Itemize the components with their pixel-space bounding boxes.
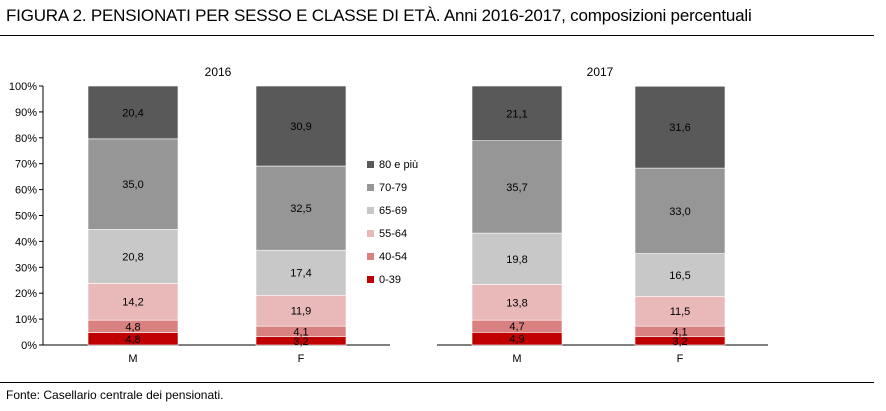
- data-label: 20,8: [122, 251, 143, 263]
- y-tick-label: 10%: [15, 314, 37, 326]
- data-label: 4,1: [293, 326, 308, 338]
- figure-title: FIGURA 2. PENSIONATI PER SESSO E CLASSE …: [6, 6, 752, 26]
- source-note: Fonte: Casellario centrale dei pensionat…: [6, 388, 224, 402]
- bar-segment: [634, 253, 726, 297]
- bar-segment: [634, 167, 726, 254]
- bar-segment: [255, 294, 347, 327]
- data-label: 4,7: [509, 321, 524, 333]
- y-tick-label: 60%: [15, 185, 37, 197]
- legend-swatch: [367, 276, 374, 283]
- data-label: 31,6: [669, 122, 690, 134]
- data-label: 16,5: [669, 270, 690, 282]
- bar-segment: [87, 229, 179, 284]
- data-label: 19,8: [506, 254, 527, 266]
- legend-label: 55-64: [379, 228, 407, 240]
- footer-rule: [0, 382, 874, 383]
- data-label: 14,2: [122, 297, 143, 309]
- legend-swatch: [367, 207, 374, 214]
- data-label: 33,0: [669, 206, 690, 218]
- legend-swatch: [367, 230, 374, 237]
- legend-label: 70-79: [379, 182, 407, 194]
- bar-segment: [87, 85, 179, 140]
- legend-label: 40-54: [379, 251, 407, 263]
- data-label: 3,2: [293, 336, 308, 348]
- x-tick-label: F: [677, 353, 684, 365]
- data-label: 21,1: [506, 108, 527, 120]
- bar-segment: [255, 85, 347, 167]
- y-tick-label: 50%: [15, 211, 37, 223]
- data-label: 4,8: [125, 321, 140, 333]
- bar-segment: [87, 138, 179, 230]
- legend-label: 80 e più: [379, 159, 418, 171]
- data-label: 4,8: [125, 334, 140, 346]
- bar-segment: [471, 284, 563, 321]
- bar-segment: [471, 85, 563, 141]
- title-rule: [0, 35, 874, 36]
- figure-title-main: FIGURA 2. PENSIONATI PER SESSO E CLASSE …: [6, 6, 441, 25]
- data-label: 20,4: [122, 107, 143, 119]
- data-label: 17,4: [290, 268, 311, 280]
- y-tick-label: 20%: [15, 288, 37, 300]
- x-tick-label: M: [512, 353, 521, 365]
- data-label: 3,2: [672, 336, 687, 348]
- y-tick-label: 0%: [21, 340, 37, 352]
- data-label: 13,8: [506, 297, 527, 309]
- y-tick-label: 100%: [9, 81, 37, 93]
- legend-label: 0-39: [379, 274, 401, 286]
- legend-swatch: [367, 253, 374, 260]
- data-label: 4,1: [672, 326, 687, 338]
- bar-segment: [471, 232, 563, 285]
- panel-title: 2016: [205, 65, 232, 79]
- y-tick-label: 70%: [15, 159, 37, 171]
- bar-segment: [87, 283, 179, 321]
- data-label: 11,5: [670, 306, 691, 318]
- legend-swatch: [367, 161, 374, 168]
- bar-segment: [634, 85, 726, 169]
- bar-segment: [634, 296, 726, 327]
- legend-swatch: [367, 184, 374, 191]
- data-label: 32,5: [290, 203, 311, 215]
- data-label: 35,0: [122, 179, 143, 191]
- y-tick-label: 90%: [15, 107, 37, 119]
- y-tick-label: 30%: [15, 262, 37, 274]
- x-tick-label: F: [298, 353, 305, 365]
- bar-segment: [255, 249, 347, 296]
- legend-label: 65-69: [379, 205, 407, 217]
- x-tick-label: M: [128, 353, 137, 365]
- data-label: 4,9: [509, 334, 524, 346]
- y-tick-label: 40%: [15, 236, 37, 248]
- bar-segment: [471, 140, 563, 234]
- y-tick-label: 80%: [15, 133, 37, 145]
- data-label: 35,7: [506, 182, 527, 194]
- panel-title: 2017: [587, 65, 614, 79]
- data-label: 11,9: [291, 306, 312, 318]
- bar-segment: [255, 165, 347, 251]
- data-label: 30,9: [290, 121, 311, 133]
- figure-title-subtitle: Anni 2016-2017, composizioni percentuali: [440, 6, 752, 25]
